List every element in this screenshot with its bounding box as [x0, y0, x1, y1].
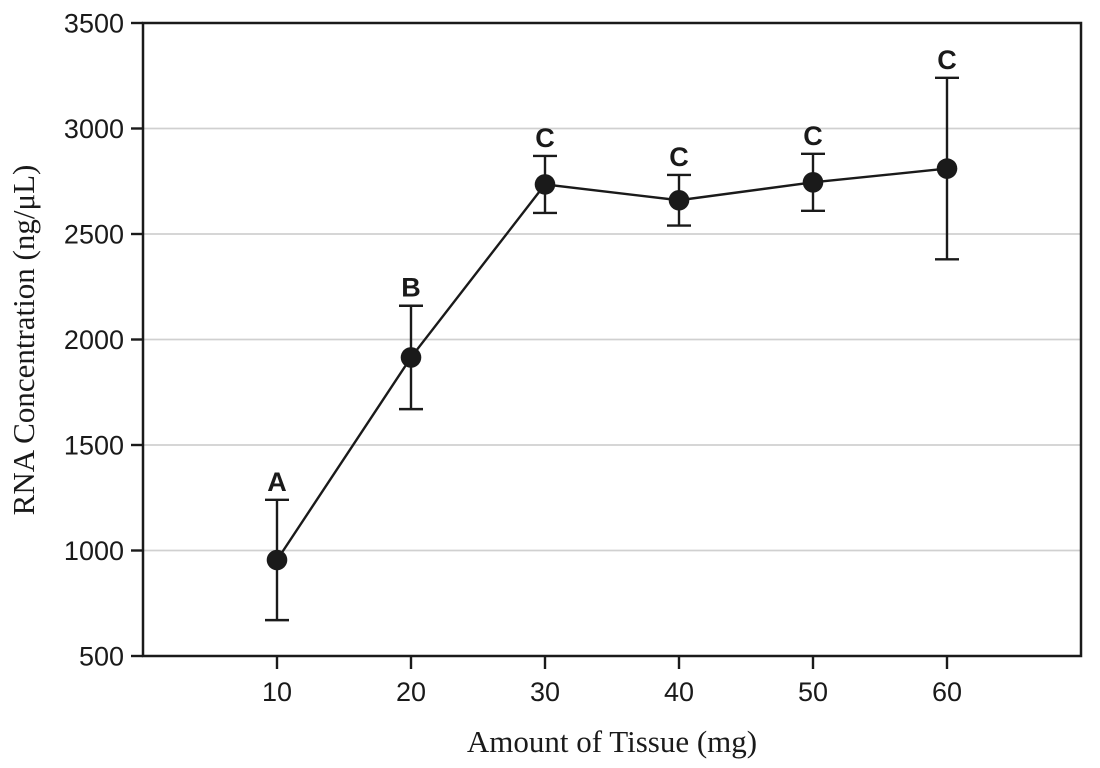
x-tick-label-20: 20 — [396, 677, 426, 707]
point-letter-40mg: C — [669, 142, 689, 172]
data-point-60mg — [936, 158, 958, 179]
y-tick-label-1500: 1500 — [64, 430, 124, 460]
y-tick-label-3500: 3500 — [64, 8, 124, 38]
point-letter-20mg: B — [401, 273, 421, 303]
y-tick-label-2000: 2000 — [64, 325, 124, 355]
x-axis-title: Amount of Tissue (mg) — [467, 724, 757, 759]
y-tick-label-3000: 3000 — [64, 114, 124, 144]
point-letter-30mg: C — [535, 123, 555, 153]
data-point-50mg — [802, 172, 824, 193]
point-letter-50mg: C — [803, 121, 823, 151]
data-point-10mg — [266, 549, 288, 571]
y-tick-label-500: 500 — [79, 641, 124, 671]
data-point-20mg — [400, 347, 422, 368]
axis-tick-labels: 500 1000 1500 2000 2500 3000 3500 10 20 30 40 50 60 — [64, 8, 962, 707]
series-line — [275, 167, 948, 561]
data-point-30mg — [534, 174, 556, 195]
point-letter-60mg: C — [937, 45, 957, 75]
x-tick-label-10: 10 — [262, 677, 292, 707]
y-tick-label-1000: 1000 — [64, 536, 124, 566]
point-letter-10mg: A — [267, 467, 287, 497]
x-tick-label-40: 40 — [664, 677, 694, 707]
data-series — [265, 76, 959, 622]
axis-ticks — [131, 21, 949, 669]
y-axis-title: RNA Concentration (ng/μL) — [6, 165, 41, 516]
x-tick-label-30: 30 — [530, 677, 560, 707]
data-point-40mg — [668, 189, 690, 211]
y-tick-label-2500: 2500 — [64, 219, 124, 249]
x-tick-label-50: 50 — [798, 677, 828, 707]
gridlines — [144, 127, 1080, 552]
x-tick-label-60: 60 — [932, 677, 962, 707]
significance-letters: A B C C C C — [267, 45, 957, 497]
